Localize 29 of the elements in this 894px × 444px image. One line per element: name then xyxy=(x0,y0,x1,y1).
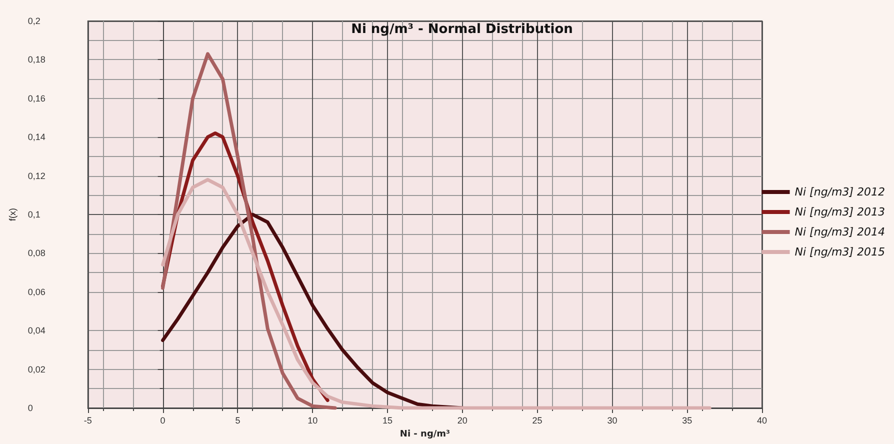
legend-label: Ni [ng/m3] 2013 xyxy=(794,206,886,218)
x-tick-label: 10 xyxy=(308,416,318,426)
y-tick-label: 0,2 xyxy=(28,16,40,26)
x-tick-label: 25 xyxy=(532,416,542,426)
legend-label: Ni [ng/m3] 2014 xyxy=(794,226,886,238)
x-tick-label: 0 xyxy=(160,416,166,426)
x-tick-label: 35 xyxy=(682,416,692,426)
y-tick-label: 0,12 xyxy=(28,170,46,181)
x-tick-label: 20 xyxy=(457,416,468,426)
line-series xyxy=(161,52,337,410)
y-axis-title: f(x) xyxy=(8,208,18,221)
y-tick-label: 0,08 xyxy=(28,248,46,258)
y-tick-label: 0,06 xyxy=(28,286,46,297)
y-tick-label: 0,1 xyxy=(28,210,40,220)
legend-label: Ni [ng/m3] 2015 xyxy=(794,246,886,258)
x-tick-label: 30 xyxy=(607,416,618,426)
x-tick-label: -5 xyxy=(84,416,92,426)
x-tick-label: 40 xyxy=(756,416,768,426)
y-tick-label: 0,14 xyxy=(28,132,46,142)
y-tick-label: 0,02 xyxy=(28,364,46,374)
x-tick-label: 5 xyxy=(235,416,240,426)
y-tick-label: 0,16 xyxy=(28,93,46,104)
x-tick-label: 15 xyxy=(382,416,393,426)
y-tick-label: 0,18 xyxy=(28,54,46,65)
y-tick-label: 0,04 xyxy=(28,326,46,336)
legend-label: Ni [ng/m3] 2012 xyxy=(794,186,886,198)
y-tick-label: 0 xyxy=(28,403,33,413)
x-axis-title: Ni - ng/m³ xyxy=(400,429,450,440)
line-series xyxy=(161,178,712,410)
